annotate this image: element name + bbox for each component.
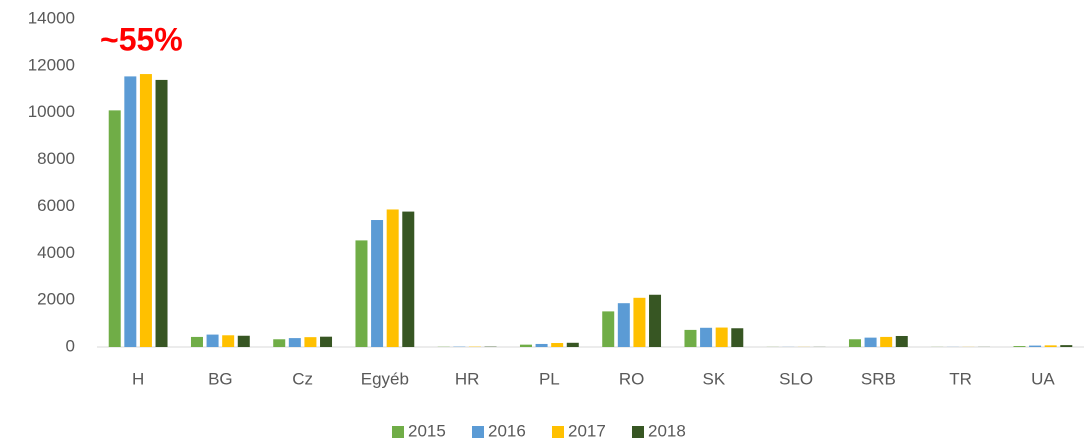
x-tick-label: HR [455, 369, 480, 388]
bar [649, 294, 662, 347]
x-tick-label: SRB [861, 369, 896, 388]
y-tick-label: 14000 [28, 8, 75, 27]
y-tick-label: 10000 [28, 102, 75, 121]
bar [551, 343, 564, 347]
y-tick-label: 2000 [37, 290, 75, 309]
legend-label: 2017 [568, 421, 606, 440]
x-tick-label: Cz [292, 369, 313, 388]
bar [1060, 345, 1073, 347]
y-tick-label: 6000 [37, 196, 75, 215]
bar [848, 339, 861, 347]
bar [1029, 345, 1042, 347]
x-tick-label: TR [949, 369, 972, 388]
legend-swatch [632, 426, 644, 438]
bar [273, 339, 286, 347]
x-tick-label: Egyéb [361, 369, 409, 388]
x-tick-label: SLO [779, 369, 813, 388]
bar [1013, 346, 1026, 347]
bar [320, 336, 333, 347]
bar [731, 328, 744, 347]
x-tick-label: UA [1031, 369, 1055, 388]
bar [124, 76, 137, 348]
bar [566, 342, 579, 347]
bar [237, 335, 250, 347]
bar [684, 329, 697, 347]
bar [519, 344, 532, 347]
legend-swatch [392, 426, 404, 438]
bar [371, 220, 384, 347]
legend-label: 2018 [648, 421, 686, 440]
bar [880, 336, 893, 347]
x-tick-label: H [132, 369, 144, 388]
bar [700, 327, 713, 347]
x-tick-label: PL [539, 369, 560, 388]
x-tick-label: SK [703, 369, 726, 388]
bar [304, 337, 317, 347]
bar [535, 343, 548, 347]
bar [864, 337, 877, 347]
y-tick-label: 8000 [37, 149, 75, 168]
bar [402, 211, 415, 347]
legend-swatch [552, 426, 564, 438]
bar [108, 110, 121, 347]
bar [139, 74, 152, 348]
bar [386, 209, 399, 347]
bar [895, 335, 908, 347]
y-tick-label: 0 [66, 336, 75, 355]
y-tick-label: 12000 [28, 55, 75, 74]
bar [288, 338, 301, 347]
bar [633, 297, 646, 347]
legend-label: 2016 [488, 421, 526, 440]
legend-label: 2015 [408, 421, 446, 440]
bar [1044, 345, 1057, 347]
bar [206, 334, 219, 347]
bar [190, 336, 203, 347]
x-tick-label: RO [619, 369, 645, 388]
x-tick-label: BG [208, 369, 233, 388]
bar [222, 335, 235, 347]
bar [602, 311, 615, 347]
y-tick-label: 4000 [37, 243, 75, 262]
bar [355, 240, 368, 347]
bar [715, 327, 728, 347]
bar [155, 79, 168, 348]
annotation: ~55% [100, 21, 183, 57]
bar [617, 303, 630, 347]
legend-swatch [472, 426, 484, 438]
